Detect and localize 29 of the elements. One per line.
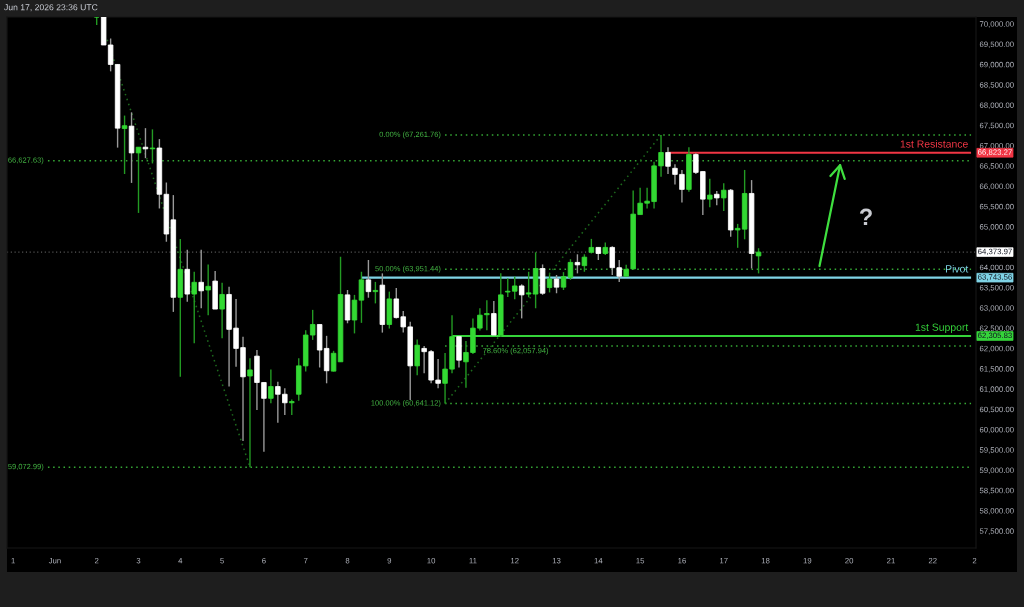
candlestick xyxy=(205,263,211,316)
candlestick xyxy=(456,335,462,369)
candlestick xyxy=(372,281,379,305)
candlestick xyxy=(567,258,574,281)
candlestick xyxy=(219,282,225,339)
annotation: ? xyxy=(859,208,872,226)
candlestick xyxy=(365,259,372,299)
text: Jun 17, 2026 23:36 UTC xyxy=(4,4,98,12)
candlestick xyxy=(665,146,671,175)
candlestick xyxy=(484,299,490,331)
candlestick xyxy=(707,178,713,208)
candlestick xyxy=(191,271,197,344)
candlestick xyxy=(518,283,525,320)
candlestick xyxy=(135,146,142,214)
candlestick xyxy=(414,338,420,376)
candlestick xyxy=(491,300,497,336)
candlestick xyxy=(268,368,274,404)
candlestick xyxy=(755,247,762,275)
candlestick xyxy=(546,273,553,294)
candlestick xyxy=(247,357,253,468)
candlestick xyxy=(553,274,560,294)
series-label: Pivot xyxy=(945,264,969,273)
series-label: 1st Support xyxy=(915,323,969,333)
candlestick xyxy=(574,253,581,275)
candlestick xyxy=(721,182,727,212)
candlestick xyxy=(121,114,128,175)
series-label: 1st Resistance xyxy=(900,140,968,148)
candlestick xyxy=(198,249,204,309)
candlestick xyxy=(149,128,156,165)
